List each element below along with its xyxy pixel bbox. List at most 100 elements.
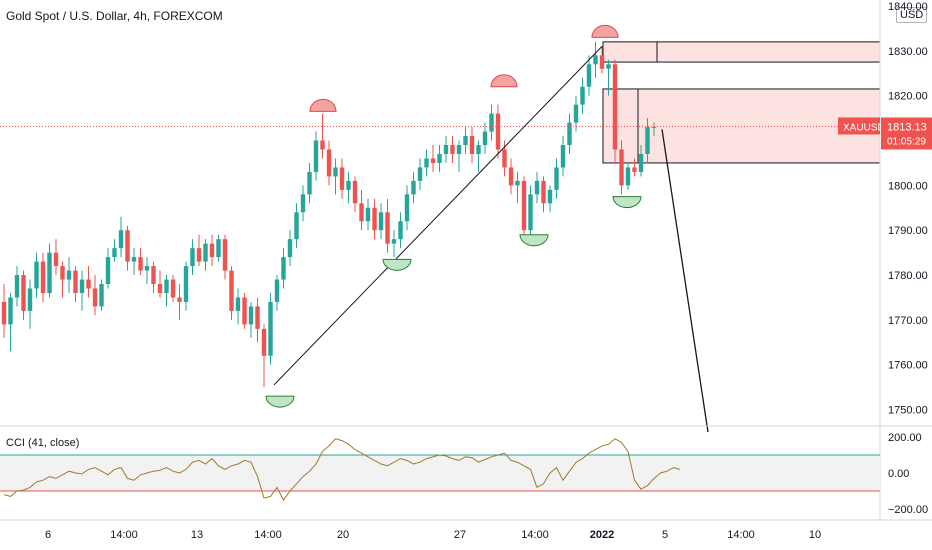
candle[interactable] (333, 158, 338, 195)
candle[interactable] (424, 149, 429, 177)
candle[interactable] (612, 59, 618, 163)
candle[interactable] (346, 171, 351, 204)
candle[interactable] (92, 275, 98, 316)
candle[interactable] (1, 284, 7, 338)
candle[interactable] (606, 59, 611, 96)
candle[interactable] (541, 176, 546, 213)
candle[interactable] (489, 104, 494, 141)
projection-line[interactable] (661, 129, 709, 433)
candle[interactable] (593, 41, 598, 78)
candle[interactable] (554, 158, 559, 199)
candle[interactable] (274, 275, 280, 311)
candle[interactable] (326, 140, 332, 186)
candle[interactable] (242, 292, 247, 329)
candle[interactable] (339, 158, 345, 199)
candle[interactable] (456, 140, 462, 172)
candle[interactable] (40, 252, 46, 302)
candle[interactable] (138, 248, 143, 276)
candle[interactable] (14, 266, 20, 307)
candle[interactable] (47, 243, 52, 298)
candle[interactable] (151, 261, 156, 293)
candle[interactable] (521, 176, 527, 240)
candle[interactable] (495, 104, 501, 159)
candle[interactable] (378, 203, 384, 240)
candle[interactable] (157, 270, 163, 298)
candle[interactable] (547, 185, 553, 213)
candle[interactable] (27, 279, 33, 329)
candle[interactable] (66, 257, 72, 293)
candle[interactable] (599, 46, 605, 74)
cci-line[interactable] (3, 438, 681, 501)
candle[interactable] (183, 261, 189, 311)
candle[interactable] (385, 198, 390, 253)
candle[interactable] (372, 198, 377, 240)
candle[interactable] (482, 122, 488, 154)
candle[interactable] (60, 261, 65, 298)
candle[interactable] (632, 158, 637, 177)
candle[interactable] (99, 279, 104, 311)
currency-badge[interactable]: USD (896, 7, 928, 23)
candle[interactable] (86, 266, 91, 298)
candle[interactable] (586, 55, 592, 96)
candle[interactable] (144, 257, 150, 285)
candle[interactable] (443, 136, 449, 163)
candle[interactable] (196, 234, 202, 267)
candle[interactable] (131, 248, 137, 276)
candle[interactable] (437, 145, 442, 172)
candle[interactable] (391, 230, 397, 258)
candle[interactable] (573, 95, 579, 132)
candle[interactable] (112, 239, 117, 262)
candle[interactable] (300, 185, 306, 222)
candle[interactable] (651, 122, 657, 137)
candle[interactable] (170, 275, 176, 302)
candle[interactable] (534, 171, 540, 204)
candle[interactable] (73, 266, 78, 302)
candle[interactable] (365, 198, 371, 231)
candle[interactable] (476, 140, 481, 172)
candle[interactable] (580, 77, 585, 114)
candle[interactable] (261, 324, 267, 388)
candle[interactable] (268, 292, 273, 365)
candle[interactable] (79, 270, 85, 311)
candle[interactable] (8, 292, 13, 352)
candle[interactable] (164, 275, 169, 307)
candle[interactable] (307, 162, 312, 204)
candle[interactable] (404, 185, 410, 231)
candle[interactable] (430, 145, 436, 172)
candle[interactable] (645, 118, 650, 163)
trendline[interactable] (273, 46, 603, 386)
candle[interactable] (463, 127, 468, 154)
candle[interactable] (105, 248, 111, 289)
candle[interactable] (255, 297, 260, 343)
candle[interactable] (235, 288, 241, 325)
candle[interactable] (515, 171, 520, 204)
zone-upper[interactable] (602, 41, 881, 63)
candle[interactable] (203, 239, 208, 271)
candle[interactable] (53, 239, 59, 276)
candle[interactable] (287, 230, 293, 267)
candle[interactable] (34, 252, 39, 298)
candle[interactable] (313, 131, 319, 181)
candle[interactable] (281, 248, 286, 289)
candle[interactable] (190, 239, 195, 276)
candle[interactable] (411, 171, 416, 204)
candle[interactable] (352, 176, 358, 213)
candle[interactable] (320, 113, 325, 159)
candle[interactable] (125, 225, 130, 271)
candle[interactable] (619, 140, 624, 195)
candle[interactable] (222, 234, 228, 280)
candle[interactable] (21, 270, 26, 320)
candle[interactable] (528, 185, 533, 235)
candle[interactable] (417, 158, 423, 190)
candle[interactable] (625, 162, 631, 190)
candle[interactable] (469, 127, 475, 163)
candle[interactable] (216, 234, 221, 262)
candle[interactable] (359, 189, 364, 231)
candle[interactable] (229, 266, 234, 320)
candle[interactable] (567, 113, 572, 154)
candle[interactable] (638, 145, 644, 177)
candle[interactable] (177, 284, 182, 320)
candle[interactable] (118, 216, 124, 258)
candle[interactable] (209, 234, 215, 267)
